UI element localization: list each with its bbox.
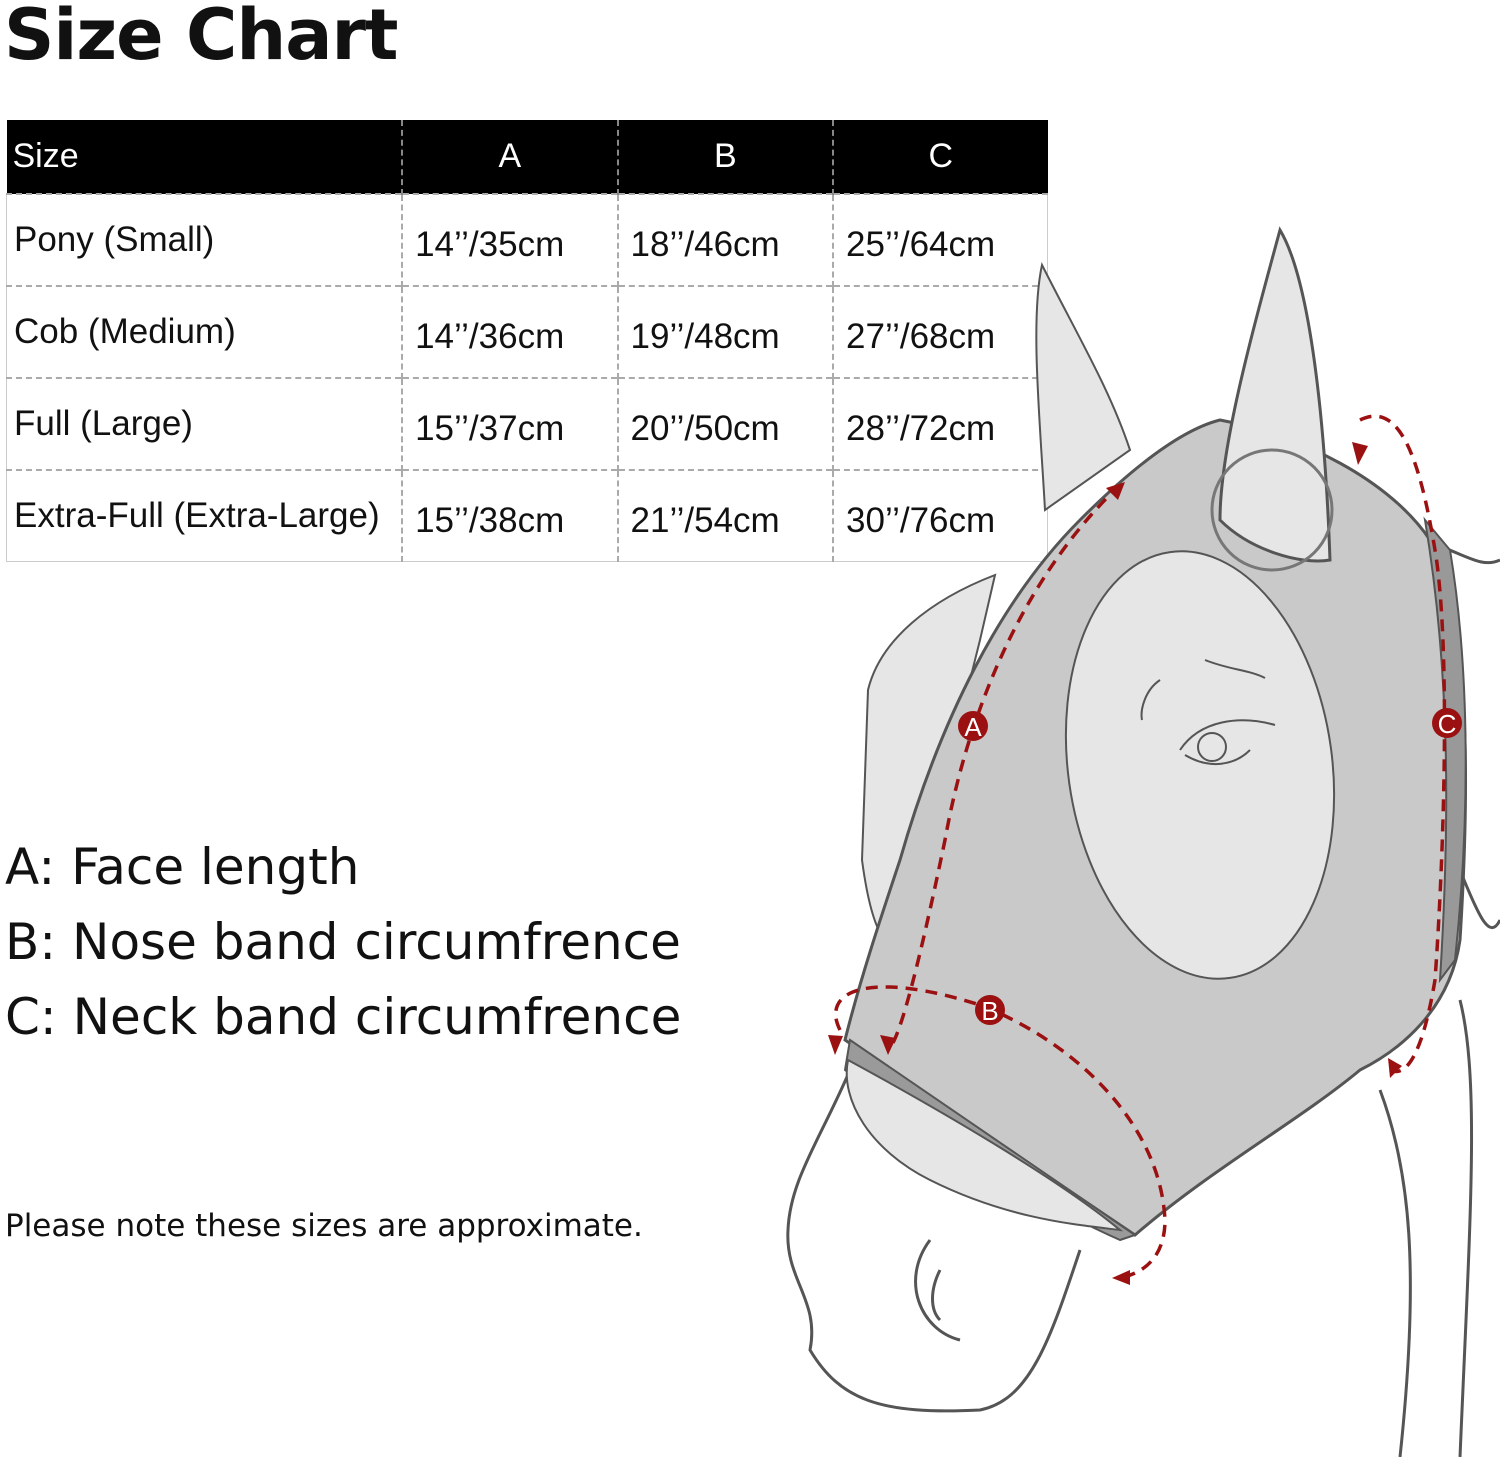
marker-a: A: [958, 711, 988, 742]
horse-mask-diagram: A B C: [786, 226, 1500, 1457]
a-cell: 14’’/36cm: [401, 285, 618, 378]
horse-outline: [786, 538, 1500, 1457]
b-cell: 19’’/48cm: [616, 285, 834, 378]
header-size: Size: [6, 120, 403, 194]
neck-band: [1423, 516, 1467, 984]
svg-text:C: C: [1438, 709, 1457, 739]
marker-c: C: [1432, 708, 1462, 739]
eye-window: [1064, 550, 1336, 980]
table-row: Extra-Full (Extra-Large) 15’’/38cm 21’’/…: [6, 469, 1049, 562]
table-header-row: Size A B C: [6, 120, 1048, 194]
c-cell: 27’’/68cm: [832, 285, 1049, 378]
a-cell: 15’’/38cm: [401, 469, 618, 562]
measure-b-line: [833, 985, 1167, 1280]
legend-item-b: B: Nose band circumfrence: [5, 913, 681, 971]
header-a: A: [401, 120, 618, 194]
table-row: Full (Large) 15’’/37cm 20’’/50cm 28’’/72…: [6, 377, 1049, 470]
b-cell: 18’’/46cm: [616, 193, 834, 286]
b-cell: 20’’/50cm: [616, 377, 834, 470]
a-cell: 15’’/37cm: [401, 377, 618, 470]
size-table: Size A B C Pony (Small) 14’’/35cm 18’’/4…: [6, 120, 1049, 562]
c-cell: 28’’/72cm: [832, 377, 1049, 470]
far-ear: [1035, 262, 1132, 512]
legend-item-c: C: Neck band circumfrence: [5, 988, 682, 1046]
page-title: Size Chart: [4, 0, 398, 76]
size-cell: Full (Large): [6, 377, 403, 470]
table-row: Pony (Small) 14’’/35cm 18’’/46cm 25’’/64…: [6, 193, 1049, 286]
header-c: C: [832, 120, 1048, 194]
svg-text:A: A: [964, 712, 982, 742]
legend-item-a: A: Face length: [5, 838, 360, 896]
b-cell: 21’’/54cm: [616, 469, 834, 562]
a-cell: 14’’/35cm: [401, 193, 618, 286]
arrowheads: [828, 442, 1402, 1285]
near-ear: [1218, 226, 1332, 563]
measurement-legend: A: Face length B: Nose band circumfrence…: [5, 830, 681, 1055]
size-cell: Cob (Medium): [6, 285, 403, 378]
table-row: Cob (Medium) 14’’/36cm 19’’/48cm 27’’/68…: [6, 285, 1049, 378]
svg-text:B: B: [981, 996, 998, 1026]
ear-hole: [1210, 448, 1334, 572]
muzzle-opening: [845, 1058, 1124, 1232]
size-cell: Pony (Small): [6, 193, 403, 286]
approximate-note: Please note these sizes are approximate.: [5, 1208, 643, 1244]
measure-c-line: [1359, 414, 1447, 1074]
header-b: B: [616, 120, 834, 194]
c-cell: 30’’/76cm: [832, 469, 1049, 562]
size-cell: Extra-Full (Extra-Large): [6, 469, 403, 562]
c-cell: 25’’/64cm: [832, 193, 1049, 286]
measure-a-line: [886, 483, 1122, 1052]
eye-icon: [1140, 659, 1276, 766]
marker-b: B: [975, 995, 1005, 1026]
measure-lines: [833, 414, 1447, 1280]
